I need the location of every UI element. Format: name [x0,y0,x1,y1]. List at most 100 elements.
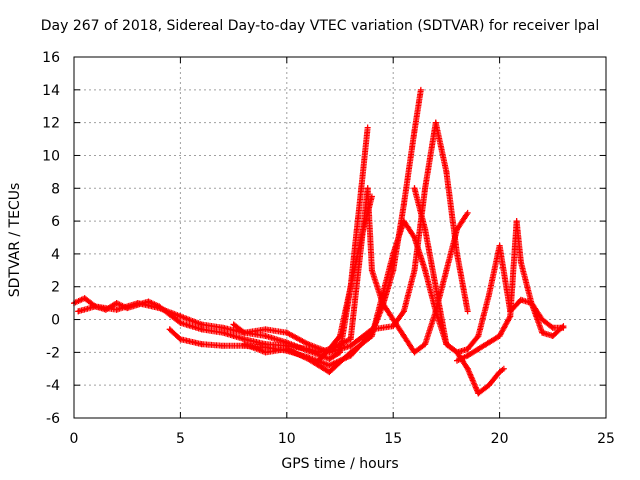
data-point [513,218,520,225]
data-point [411,267,418,274]
data-point [454,357,461,364]
data-point [305,341,312,348]
data-point [368,332,375,339]
y-axis-label: SDTVAR / TECUs [7,182,23,298]
data-point [283,339,290,346]
data-point [390,316,397,323]
data-point [177,319,184,326]
data-point [432,119,439,126]
data-point [283,346,290,353]
data-point [241,341,248,348]
data-point [475,390,482,397]
data-point [517,296,524,303]
y-tick-label: -4 [46,378,60,394]
x-tick-label: 0 [70,431,79,447]
data-point [347,336,354,343]
data-point [517,259,524,266]
y-tick-label: 6 [51,214,60,230]
data-point [400,308,407,315]
data-point [560,323,567,330]
data-point [198,341,205,348]
x-axis-label: GPS time / hours [281,456,399,472]
data-point [549,324,556,331]
data-point [496,369,503,376]
data-point [113,306,120,313]
y-tick-label: 8 [51,181,60,197]
data-point [134,300,141,307]
y-tick-label: 14 [42,83,60,99]
data-point [305,347,312,354]
data-point [315,357,322,364]
series-sat-g [411,185,567,356]
data-point [417,86,424,93]
data-point [198,321,205,328]
data-point [326,369,333,376]
y-tick-label: -6 [46,411,60,427]
data-point [422,267,429,274]
data-point [464,365,471,372]
data-point [156,305,163,312]
data-point [166,326,173,333]
y-axis-ticks: -6 -4 -2 0 2 4 6 8 10 12 14 16 [42,50,606,427]
data-point [464,346,471,353]
chart-title: Day 267 of 2018, Sidereal Day-to-day VTE… [40,18,600,34]
data-point [305,355,312,362]
data-point [454,349,461,356]
data-point [347,349,354,356]
data-point [507,313,514,320]
y-tick-label: 0 [51,313,60,329]
data-point [262,349,269,356]
data-point [390,267,397,274]
data-point [443,267,450,274]
series-sat-h [454,218,567,364]
data-point [500,365,507,372]
data-point [464,308,471,315]
x-tick-label: 15 [384,431,402,447]
data-point [528,300,535,307]
y-tick-label: 2 [51,280,60,296]
data-point [326,355,333,362]
x-axis-ticks: 0 5 10 15 20 25 [70,57,615,447]
data-point [443,168,450,175]
data-point [219,324,226,331]
data-point [390,250,397,257]
data-point [549,332,556,339]
data-point [241,329,248,336]
y-tick-label: 10 [42,148,60,164]
y-tick-label: 12 [42,116,60,132]
data-point [411,349,418,356]
data-point [81,295,88,302]
y-tick-label: 4 [51,247,60,263]
data-point [262,332,269,339]
data-point [464,209,471,216]
plot-markers [71,86,567,397]
data-point [539,329,546,336]
data-point [326,362,333,369]
data-point [400,201,407,208]
data-point [368,267,375,274]
x-tick-label: 20 [491,431,509,447]
data-point [422,185,429,192]
data-point [347,283,354,290]
data-point [464,352,471,359]
data-point [496,242,503,249]
series-sat-f [315,185,471,364]
data-point [262,326,269,333]
data-point [443,341,450,348]
data-point [422,226,429,233]
data-point [411,185,418,192]
data-point [485,382,492,389]
data-point [364,124,371,131]
x-tick-label: 10 [278,431,296,447]
data-point [400,332,407,339]
series-sat-b [75,124,371,362]
data-point [411,127,418,134]
data-point [475,332,482,339]
data-point [230,321,237,328]
data-point [219,342,226,349]
data-point [411,234,418,241]
data-point [283,329,290,336]
data-point [75,308,82,315]
plot-frame [73,56,607,419]
